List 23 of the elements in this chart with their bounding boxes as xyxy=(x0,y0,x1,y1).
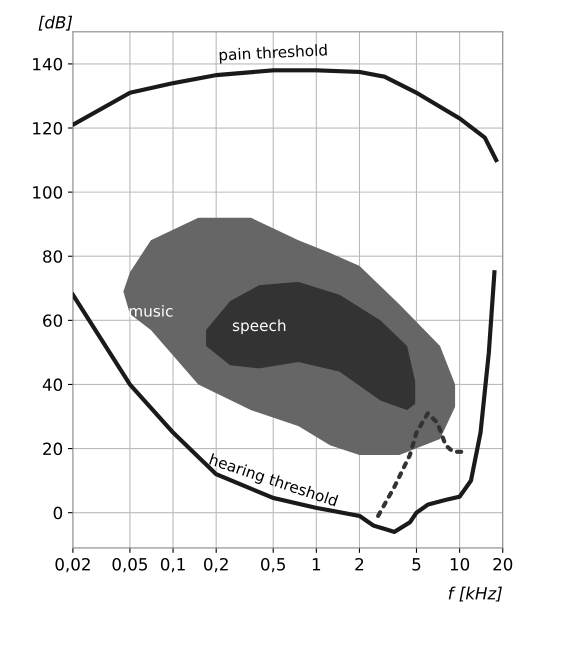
y-tick-label: 100 xyxy=(33,186,62,199)
x-tick-label: 0,2 xyxy=(204,558,228,572)
series-label: pain threshold xyxy=(219,44,327,64)
x-tick-label: 0,5 xyxy=(261,558,285,572)
x-tick-label: 0,05 xyxy=(112,558,148,572)
x-axis-title: f [kHz] xyxy=(448,586,502,602)
series-label: music xyxy=(130,304,173,317)
y-tick-label: 120 xyxy=(33,122,62,135)
y-axis-title: [dB] xyxy=(38,16,72,31)
y-tick-label: 0 xyxy=(54,506,62,520)
x-tick-label: 0,1 xyxy=(160,558,185,572)
x-tick-label: 0,02 xyxy=(55,558,90,572)
series-label: speech xyxy=(232,319,286,334)
y-tick-label: 140 xyxy=(33,58,62,70)
x-tick-label: 1 xyxy=(312,558,320,570)
x-tick-label: 5 xyxy=(412,558,420,571)
x-tick-label: 2 xyxy=(355,558,364,570)
y-tick-label: 80 xyxy=(43,250,62,263)
y-tick-label: 20 xyxy=(43,442,62,456)
y-tick-label: 40 xyxy=(42,378,62,392)
x-tick-label: 20 xyxy=(493,558,512,571)
y-tick-label: 60 xyxy=(43,314,62,327)
x-tick-label: 10 xyxy=(450,558,470,571)
